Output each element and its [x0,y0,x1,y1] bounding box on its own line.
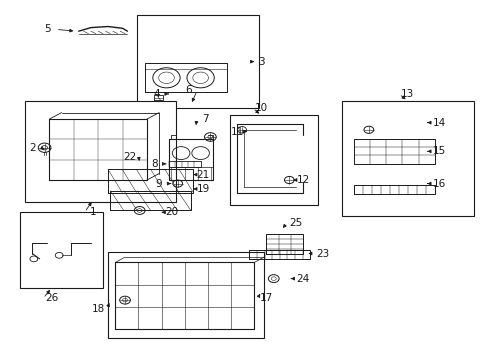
Text: 18: 18 [91,304,104,314]
Bar [229,116,317,205]
Text: 12: 12 [296,175,309,185]
Bar [137,15,259,108]
Text: 20: 20 [164,207,178,217]
Bar [20,212,103,288]
Text: 15: 15 [432,146,445,156]
Text: 19: 19 [196,184,209,194]
Text: 1: 1 [90,207,97,217]
Text: 14: 14 [432,118,445,128]
Bar [341,101,473,216]
Text: 17: 17 [259,293,272,303]
Text: 10: 10 [254,103,267,113]
Text: 7: 7 [202,114,208,124]
Text: 13: 13 [401,89,414,99]
Text: 16: 16 [432,179,445,189]
Text: 26: 26 [45,293,59,303]
Text: 25: 25 [288,218,302,228]
Bar [25,101,176,202]
Bar [108,252,264,338]
Text: 4: 4 [153,89,160,99]
Text: 9: 9 [156,179,162,189]
Text: 5: 5 [43,24,50,35]
Text: 21: 21 [196,170,209,180]
Text: 22: 22 [123,152,136,162]
Text: 2: 2 [29,143,36,153]
Text: 24: 24 [296,274,309,284]
Text: 6: 6 [185,85,191,95]
Text: 8: 8 [151,159,157,169]
Text: 23: 23 [315,248,328,258]
Text: 3: 3 [258,57,264,67]
Text: 11: 11 [230,127,244,136]
